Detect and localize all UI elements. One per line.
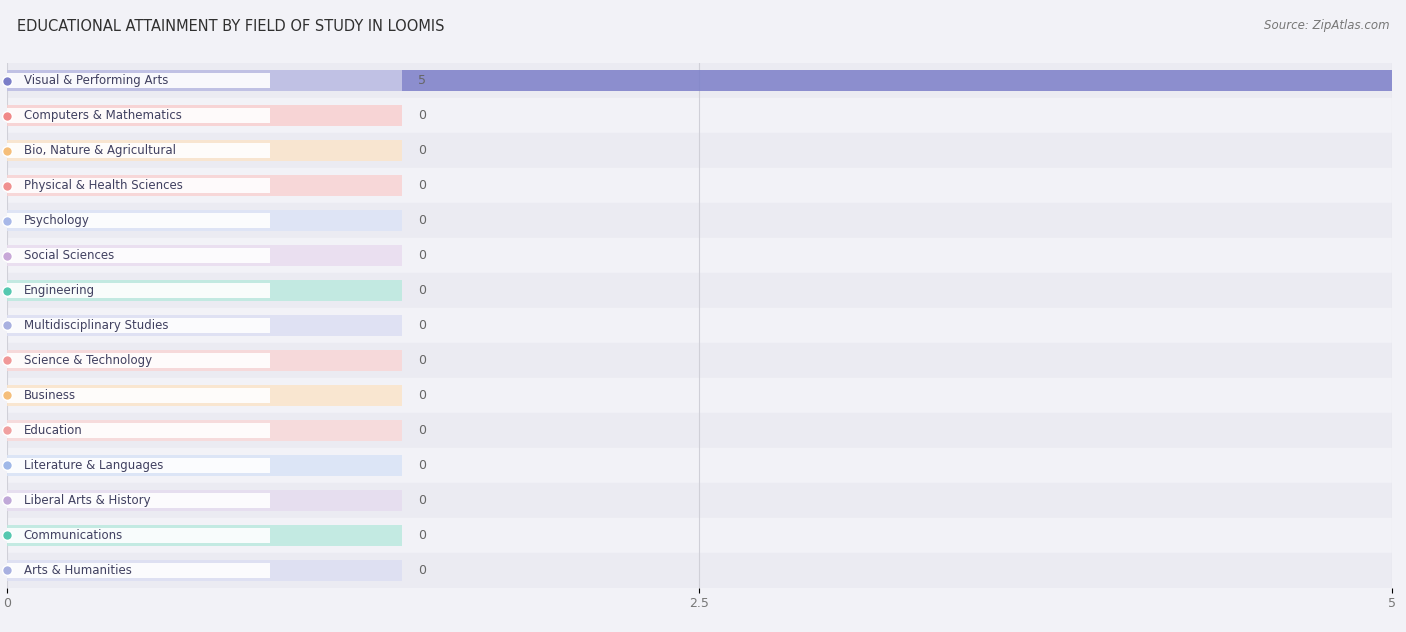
Text: Education: Education (24, 424, 83, 437)
Bar (7, 248, 270, 263)
Bar (7, 553, 1392, 588)
Bar (7, 168, 1392, 203)
Text: Science & Technology: Science & Technology (24, 354, 152, 367)
Bar (7, 378, 1392, 413)
Text: 0: 0 (419, 319, 426, 332)
Bar (7, 133, 1392, 168)
Text: 0: 0 (419, 564, 426, 577)
Bar (7, 273, 1392, 308)
Text: 0: 0 (419, 179, 426, 192)
Bar (7, 238, 1392, 273)
Bar (7, 143, 270, 158)
Bar (7, 175, 402, 196)
Text: Visual & Performing Arts: Visual & Performing Arts (24, 74, 169, 87)
Text: Business: Business (24, 389, 76, 402)
Bar (7, 203, 1392, 238)
Bar (7, 388, 270, 403)
Text: Liberal Arts & History: Liberal Arts & History (24, 494, 150, 507)
Bar (7, 423, 270, 438)
Bar (7, 528, 270, 543)
Text: 5: 5 (419, 74, 426, 87)
Bar (7, 98, 1392, 133)
Text: 0: 0 (419, 354, 426, 367)
Bar (7, 562, 270, 578)
Bar (7, 105, 402, 126)
Bar (7, 560, 402, 581)
Text: Multidisciplinary Studies: Multidisciplinary Studies (24, 319, 169, 332)
Bar (7, 108, 270, 123)
Text: Physical & Health Sciences: Physical & Health Sciences (24, 179, 183, 192)
Bar (7, 525, 402, 546)
Bar (7, 385, 402, 406)
Bar (7, 213, 270, 228)
Text: EDUCATIONAL ATTAINMENT BY FIELD OF STUDY IN LOOMIS: EDUCATIONAL ATTAINMENT BY FIELD OF STUDY… (17, 19, 444, 34)
Bar (7, 70, 1392, 91)
Text: Source: ZipAtlas.com: Source: ZipAtlas.com (1264, 19, 1389, 32)
Text: 0: 0 (419, 144, 426, 157)
Bar (7, 308, 1392, 343)
Bar (7, 315, 402, 336)
Text: 0: 0 (419, 389, 426, 402)
Text: Communications: Communications (24, 529, 122, 542)
Bar (7, 343, 1392, 378)
Text: Social Sciences: Social Sciences (24, 249, 114, 262)
Bar (7, 210, 402, 231)
Bar (7, 353, 270, 368)
Bar (7, 280, 402, 301)
Bar (7, 483, 1392, 518)
Text: 0: 0 (419, 459, 426, 472)
Text: Computers & Mathematics: Computers & Mathematics (24, 109, 181, 122)
Bar (7, 245, 402, 266)
Text: Bio, Nature & Agricultural: Bio, Nature & Agricultural (24, 144, 176, 157)
Bar (7, 318, 270, 333)
Bar (7, 283, 270, 298)
Bar (7, 350, 402, 371)
Bar (7, 178, 270, 193)
Bar (7, 490, 402, 511)
Text: 0: 0 (419, 214, 426, 227)
Text: Literature & Languages: Literature & Languages (24, 459, 163, 472)
Bar (7, 448, 1392, 483)
Bar (7, 420, 402, 441)
Text: 0: 0 (419, 424, 426, 437)
Bar (7, 458, 270, 473)
Text: Arts & Humanities: Arts & Humanities (24, 564, 132, 577)
Text: Psychology: Psychology (24, 214, 90, 227)
Text: 0: 0 (419, 109, 426, 122)
Text: 0: 0 (419, 494, 426, 507)
Bar (7, 518, 1392, 553)
Bar (7, 70, 402, 91)
Text: Engineering: Engineering (24, 284, 94, 297)
Bar (7, 455, 402, 476)
Bar (7, 493, 270, 508)
Bar (7, 63, 1392, 98)
Bar (7, 73, 270, 88)
Text: 0: 0 (419, 284, 426, 297)
Text: 0: 0 (419, 529, 426, 542)
Text: 0: 0 (419, 249, 426, 262)
Bar (7, 140, 402, 161)
Bar (7, 413, 1392, 448)
